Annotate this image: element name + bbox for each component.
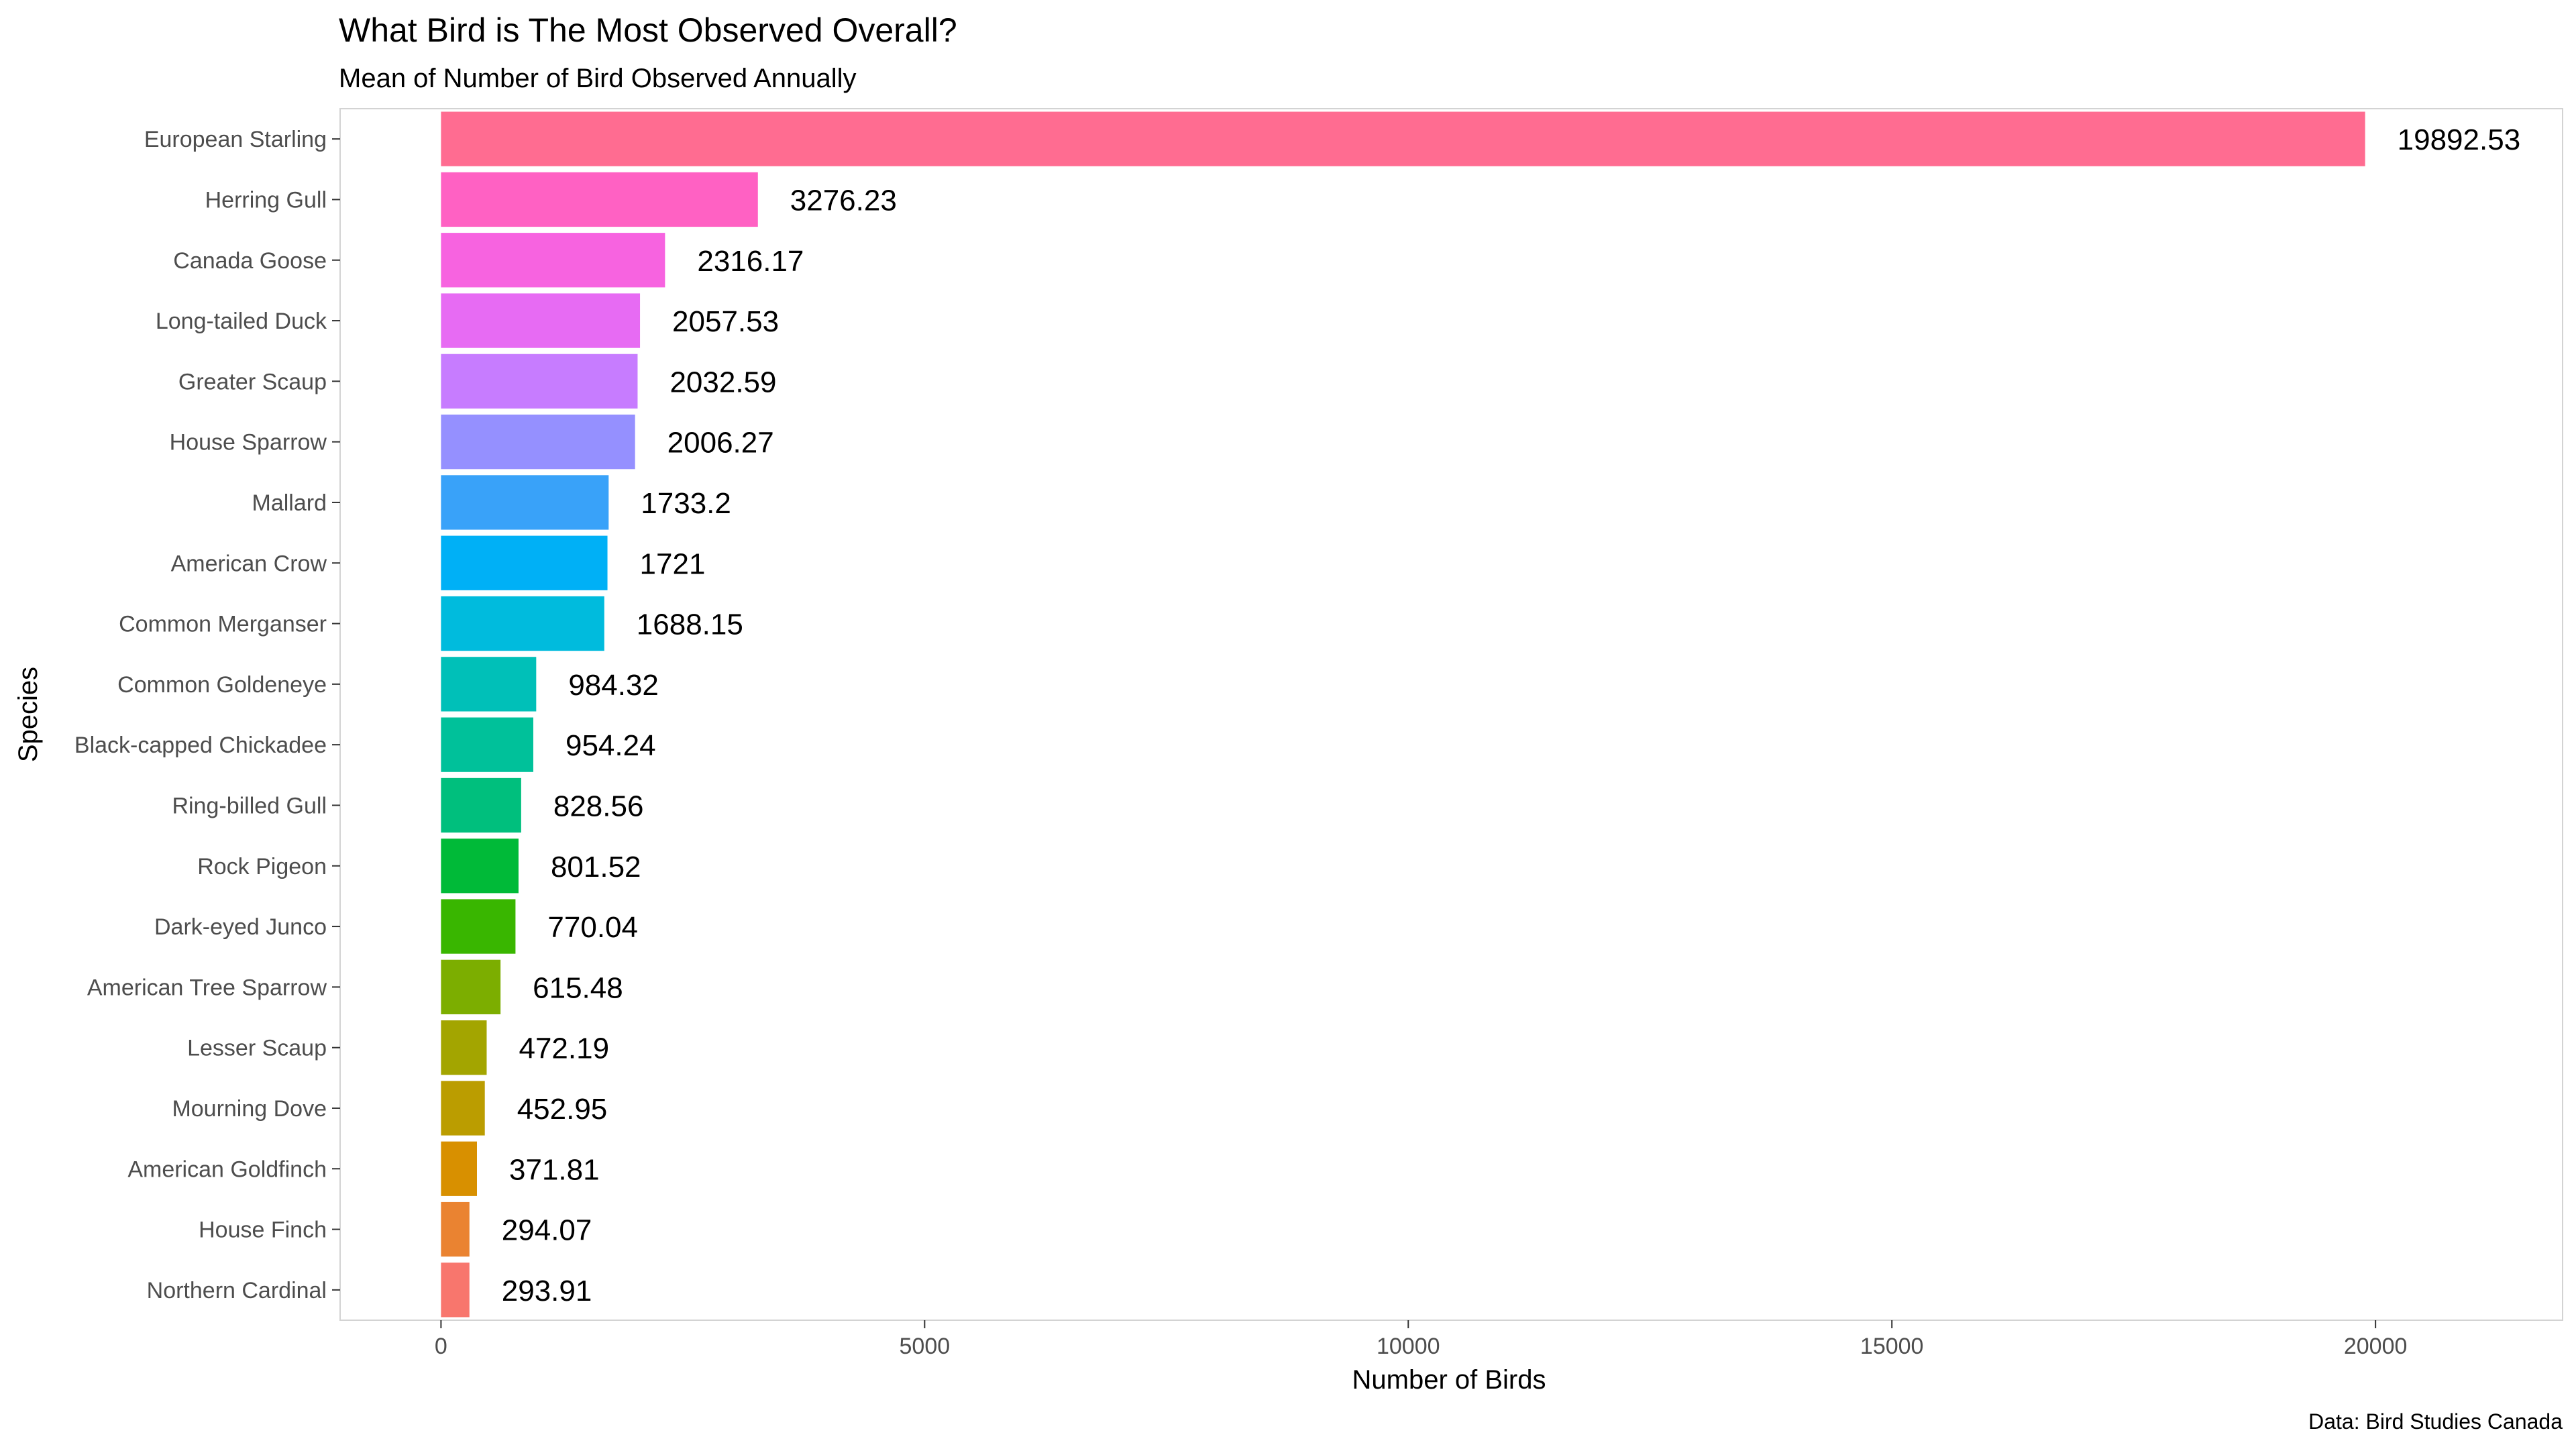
value-label: 2006.27: [667, 427, 774, 460]
category-label: Ring-billed Gull: [172, 793, 327, 818]
category-label: House Sparrow: [170, 430, 327, 455]
bar: [441, 354, 638, 409]
value-label: 472.19: [519, 1032, 609, 1065]
value-label: 1721: [640, 547, 706, 580]
category-label: Northern Cardinal: [147, 1278, 327, 1303]
value-label: 452.95: [517, 1093, 608, 1126]
category-label: Mallard: [252, 490, 327, 516]
bar: [441, 596, 604, 651]
category-label: Long-tailed Duck: [156, 309, 327, 334]
x-tick-label: 0: [435, 1334, 447, 1359]
bar: [441, 535, 608, 590]
value-label: 2057.53: [672, 305, 779, 338]
bar: [441, 1081, 485, 1136]
value-label: 984.32: [568, 669, 659, 702]
bar: [441, 172, 758, 227]
value-label: 3276.23: [790, 184, 897, 217]
value-label: 615.48: [533, 971, 623, 1004]
category-label: Common Merganser: [119, 612, 327, 637]
category-label: Greater Scaup: [178, 369, 327, 394]
chart-caption: Data: Bird Studies Canada: [2308, 1409, 2563, 1434]
category-label: American Goldfinch: [127, 1157, 327, 1182]
value-label: 371.81: [509, 1153, 600, 1186]
bar: [441, 293, 641, 348]
category-label: Lesser Scaup: [187, 1036, 327, 1061]
value-label: 2316.17: [697, 245, 804, 278]
bar: [441, 1263, 470, 1318]
plot-panel: 19892.53 European Starling 3276.23 Herring …: [74, 108, 2563, 1359]
bar: [441, 717, 533, 772]
bar: [441, 657, 537, 712]
bar: [441, 1020, 487, 1075]
value-label: 1688.15: [637, 608, 743, 641]
value-label: 770.04: [547, 911, 638, 944]
bar: [441, 475, 609, 530]
value-label: 2032.59: [669, 366, 776, 398]
category-label: European Starling: [144, 127, 327, 152]
value-label: 19892.53: [2398, 123, 2521, 156]
value-label: 1733.2: [641, 487, 731, 520]
value-label: 828.56: [553, 790, 644, 822]
x-tick-label: 15000: [1860, 1334, 1924, 1359]
category-label: Black-capped Chickadee: [74, 733, 327, 758]
value-label: 294.07: [502, 1214, 592, 1247]
plot-panel-border: [339, 108, 2563, 1321]
bar: [441, 839, 519, 894]
category-label: Rock Pigeon: [197, 854, 327, 879]
x-axis-title: Number of Birds: [1352, 1365, 1546, 1395]
category-label: American Tree Sparrow: [87, 975, 327, 1000]
category-label: Mourning Dove: [172, 1096, 327, 1122]
category-label: Dark-eyed Junco: [154, 914, 327, 940]
bar: [441, 959, 501, 1014]
bar: [441, 233, 665, 288]
bar: [441, 415, 635, 470]
category-label: Canada Goose: [173, 248, 327, 274]
category-label: Common Goldeneye: [117, 672, 327, 698]
bar: [441, 777, 521, 833]
value-label: 954.24: [566, 729, 656, 762]
bar: [441, 111, 2365, 166]
category-label: Herring Gull: [205, 187, 327, 213]
bar: [441, 1201, 470, 1257]
bar: [441, 1141, 477, 1196]
x-tick-label: 10000: [1377, 1334, 1440, 1359]
category-label: House Finch: [199, 1218, 327, 1243]
value-label: 801.52: [551, 851, 641, 883]
category-label: American Crow: [171, 551, 327, 576]
chart-subtitle: Mean of Number of Bird Observed Annually: [339, 64, 857, 93]
y-axis-title: Species: [13, 667, 43, 762]
bar: [441, 899, 516, 954]
x-tick-label: 20000: [2344, 1334, 2408, 1359]
chart-title: What Bird is The Most Observed Overall?: [339, 11, 957, 49]
x-tick-label: 5000: [900, 1334, 951, 1359]
value-label: 293.91: [502, 1275, 592, 1307]
